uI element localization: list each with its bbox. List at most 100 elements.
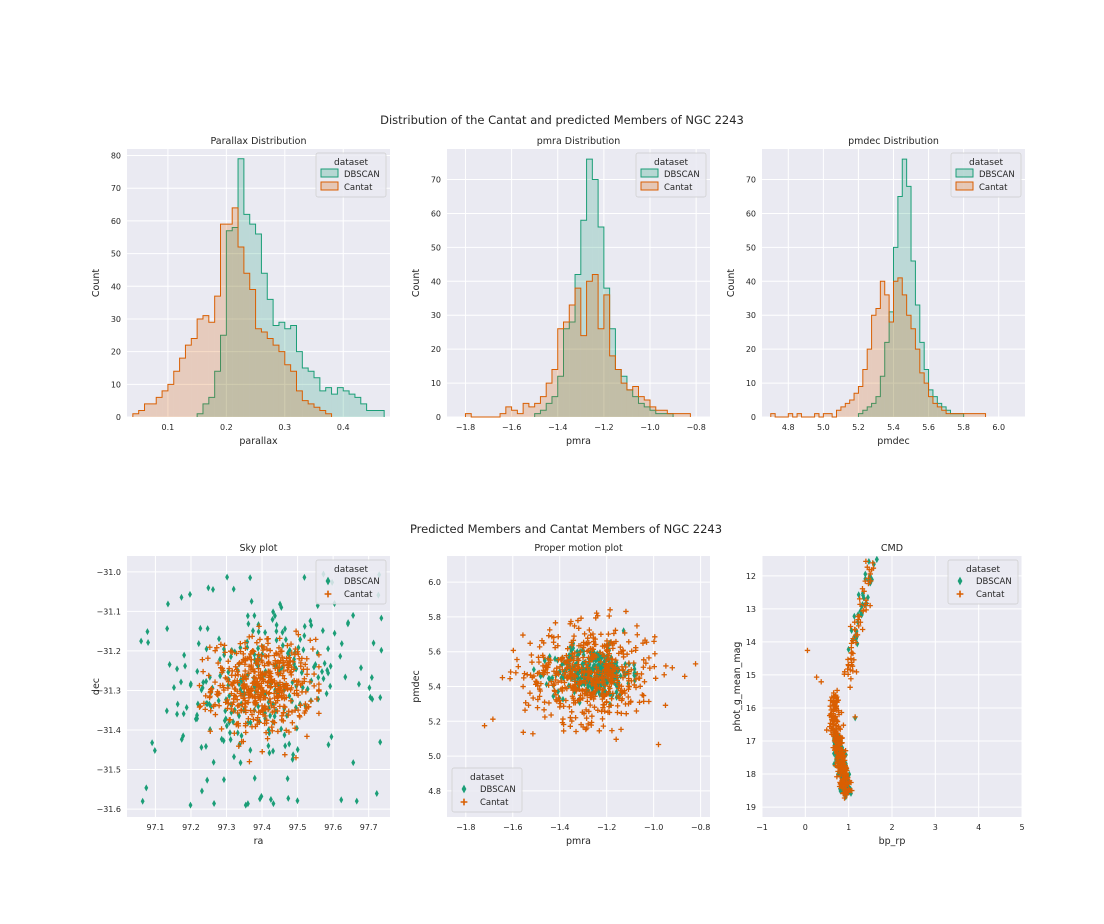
sky-ytick-label: −31.4 (96, 726, 121, 735)
point-dbscan (359, 664, 363, 672)
point-dbscan (566, 654, 571, 662)
parallax-ytick-label: 70 (111, 184, 121, 193)
cmd-xtick-label: 2 (889, 823, 894, 832)
point-dbscan (140, 797, 145, 805)
point-dbscan (594, 673, 599, 681)
point-cantat (631, 660, 637, 666)
point-dbscan (561, 695, 565, 703)
hist-bar (586, 159, 593, 417)
point-cantat (248, 664, 255, 670)
hist-bar (238, 247, 244, 417)
point-cantat (623, 711, 629, 717)
point-dbscan (328, 682, 333, 690)
point-cantat (246, 654, 253, 660)
point-dbscan (312, 663, 316, 671)
point-cantat (622, 701, 629, 707)
point-cantat (567, 656, 574, 663)
point-cantat (856, 596, 863, 602)
point-cantat (613, 736, 619, 742)
point-cantat (868, 567, 875, 573)
point-cantat (567, 723, 574, 730)
legend-label-dbscan: DBSCAN (344, 170, 380, 180)
hist-bar (214, 296, 221, 417)
pmra-series-dbscan (534, 158, 674, 417)
point-cantat (641, 657, 647, 663)
point-dbscan (248, 574, 253, 582)
hist-bar (919, 372, 925, 417)
point-cantat (591, 704, 598, 710)
hist-bar (226, 224, 233, 417)
point-cantat (850, 635, 856, 642)
point-cantat (583, 686, 589, 693)
point-dbscan (249, 597, 254, 605)
point-cantat (558, 656, 564, 663)
hist-bar (569, 305, 576, 417)
point-dbscan (195, 700, 200, 708)
pmdec-xtick-label: 4.8 (782, 423, 795, 432)
point-cantat (628, 648, 635, 654)
point-cantat (562, 659, 568, 665)
parallax-ytick-label: 30 (111, 315, 121, 324)
point-cantat (559, 667, 565, 673)
point-cantat (267, 647, 273, 654)
point-dbscan (196, 640, 201, 648)
point-cantat (598, 674, 605, 681)
point-cantat (257, 697, 263, 703)
hist-bar (331, 394, 338, 417)
point-dbscan (374, 790, 379, 798)
point-cantat (297, 702, 304, 709)
hist-bar (893, 247, 898, 417)
point-cantat (279, 694, 285, 701)
point-cantat (612, 627, 619, 633)
point-cantat (863, 597, 869, 603)
cmd-ytick-label: 18 (746, 770, 756, 779)
point-cantat (569, 718, 575, 724)
hist-bar (959, 413, 964, 417)
point-cantat (598, 708, 605, 715)
hist-bar (540, 396, 547, 417)
hist-bar (290, 371, 297, 417)
point-dbscan (593, 656, 598, 664)
point-cantat (570, 673, 577, 680)
point-cantat (840, 782, 846, 789)
point-cantat (578, 670, 585, 676)
point-dbscan (239, 732, 244, 740)
point-cantat (847, 684, 853, 691)
point-cantat (669, 665, 676, 671)
point-cantat (208, 685, 215, 692)
point-cantat (569, 709, 575, 715)
point-cantat (258, 680, 265, 686)
hist-bar (963, 413, 969, 417)
point-cantat (260, 711, 266, 718)
point-cantat (639, 692, 646, 698)
point-cantat (599, 693, 606, 699)
hist-bar (875, 396, 881, 417)
point-dbscan (204, 742, 208, 750)
point-cantat (824, 727, 830, 733)
parallax-legend: dataset DBSCAN Cantat (315, 152, 387, 198)
point-cantat (229, 649, 235, 655)
point-cantat (288, 685, 295, 691)
point-cantat (850, 650, 856, 657)
point-cantat (862, 578, 868, 584)
point-cantat (638, 671, 645, 677)
hist-bar (650, 410, 656, 417)
point-cantat (264, 636, 270, 642)
hist-bar (950, 413, 955, 417)
point-cantat (295, 707, 301, 713)
point-dbscan (291, 751, 296, 759)
pmdec-xtick-label: 5.0 (817, 423, 830, 432)
point-dbscan (266, 742, 271, 750)
point-cantat (867, 602, 873, 609)
pm-xtick-label: −1.2 (597, 823, 616, 832)
point-dbscan (874, 555, 879, 563)
pmdec-ytick-label: 60 (746, 209, 756, 218)
point-cantat (827, 703, 833, 709)
point-cantat (835, 768, 841, 775)
point-cantat (593, 672, 599, 679)
point-cantat (265, 640, 271, 647)
point-cantat (276, 645, 282, 651)
point-cantat (236, 660, 243, 666)
hist-bar (893, 281, 898, 417)
point-cantat (231, 730, 238, 736)
